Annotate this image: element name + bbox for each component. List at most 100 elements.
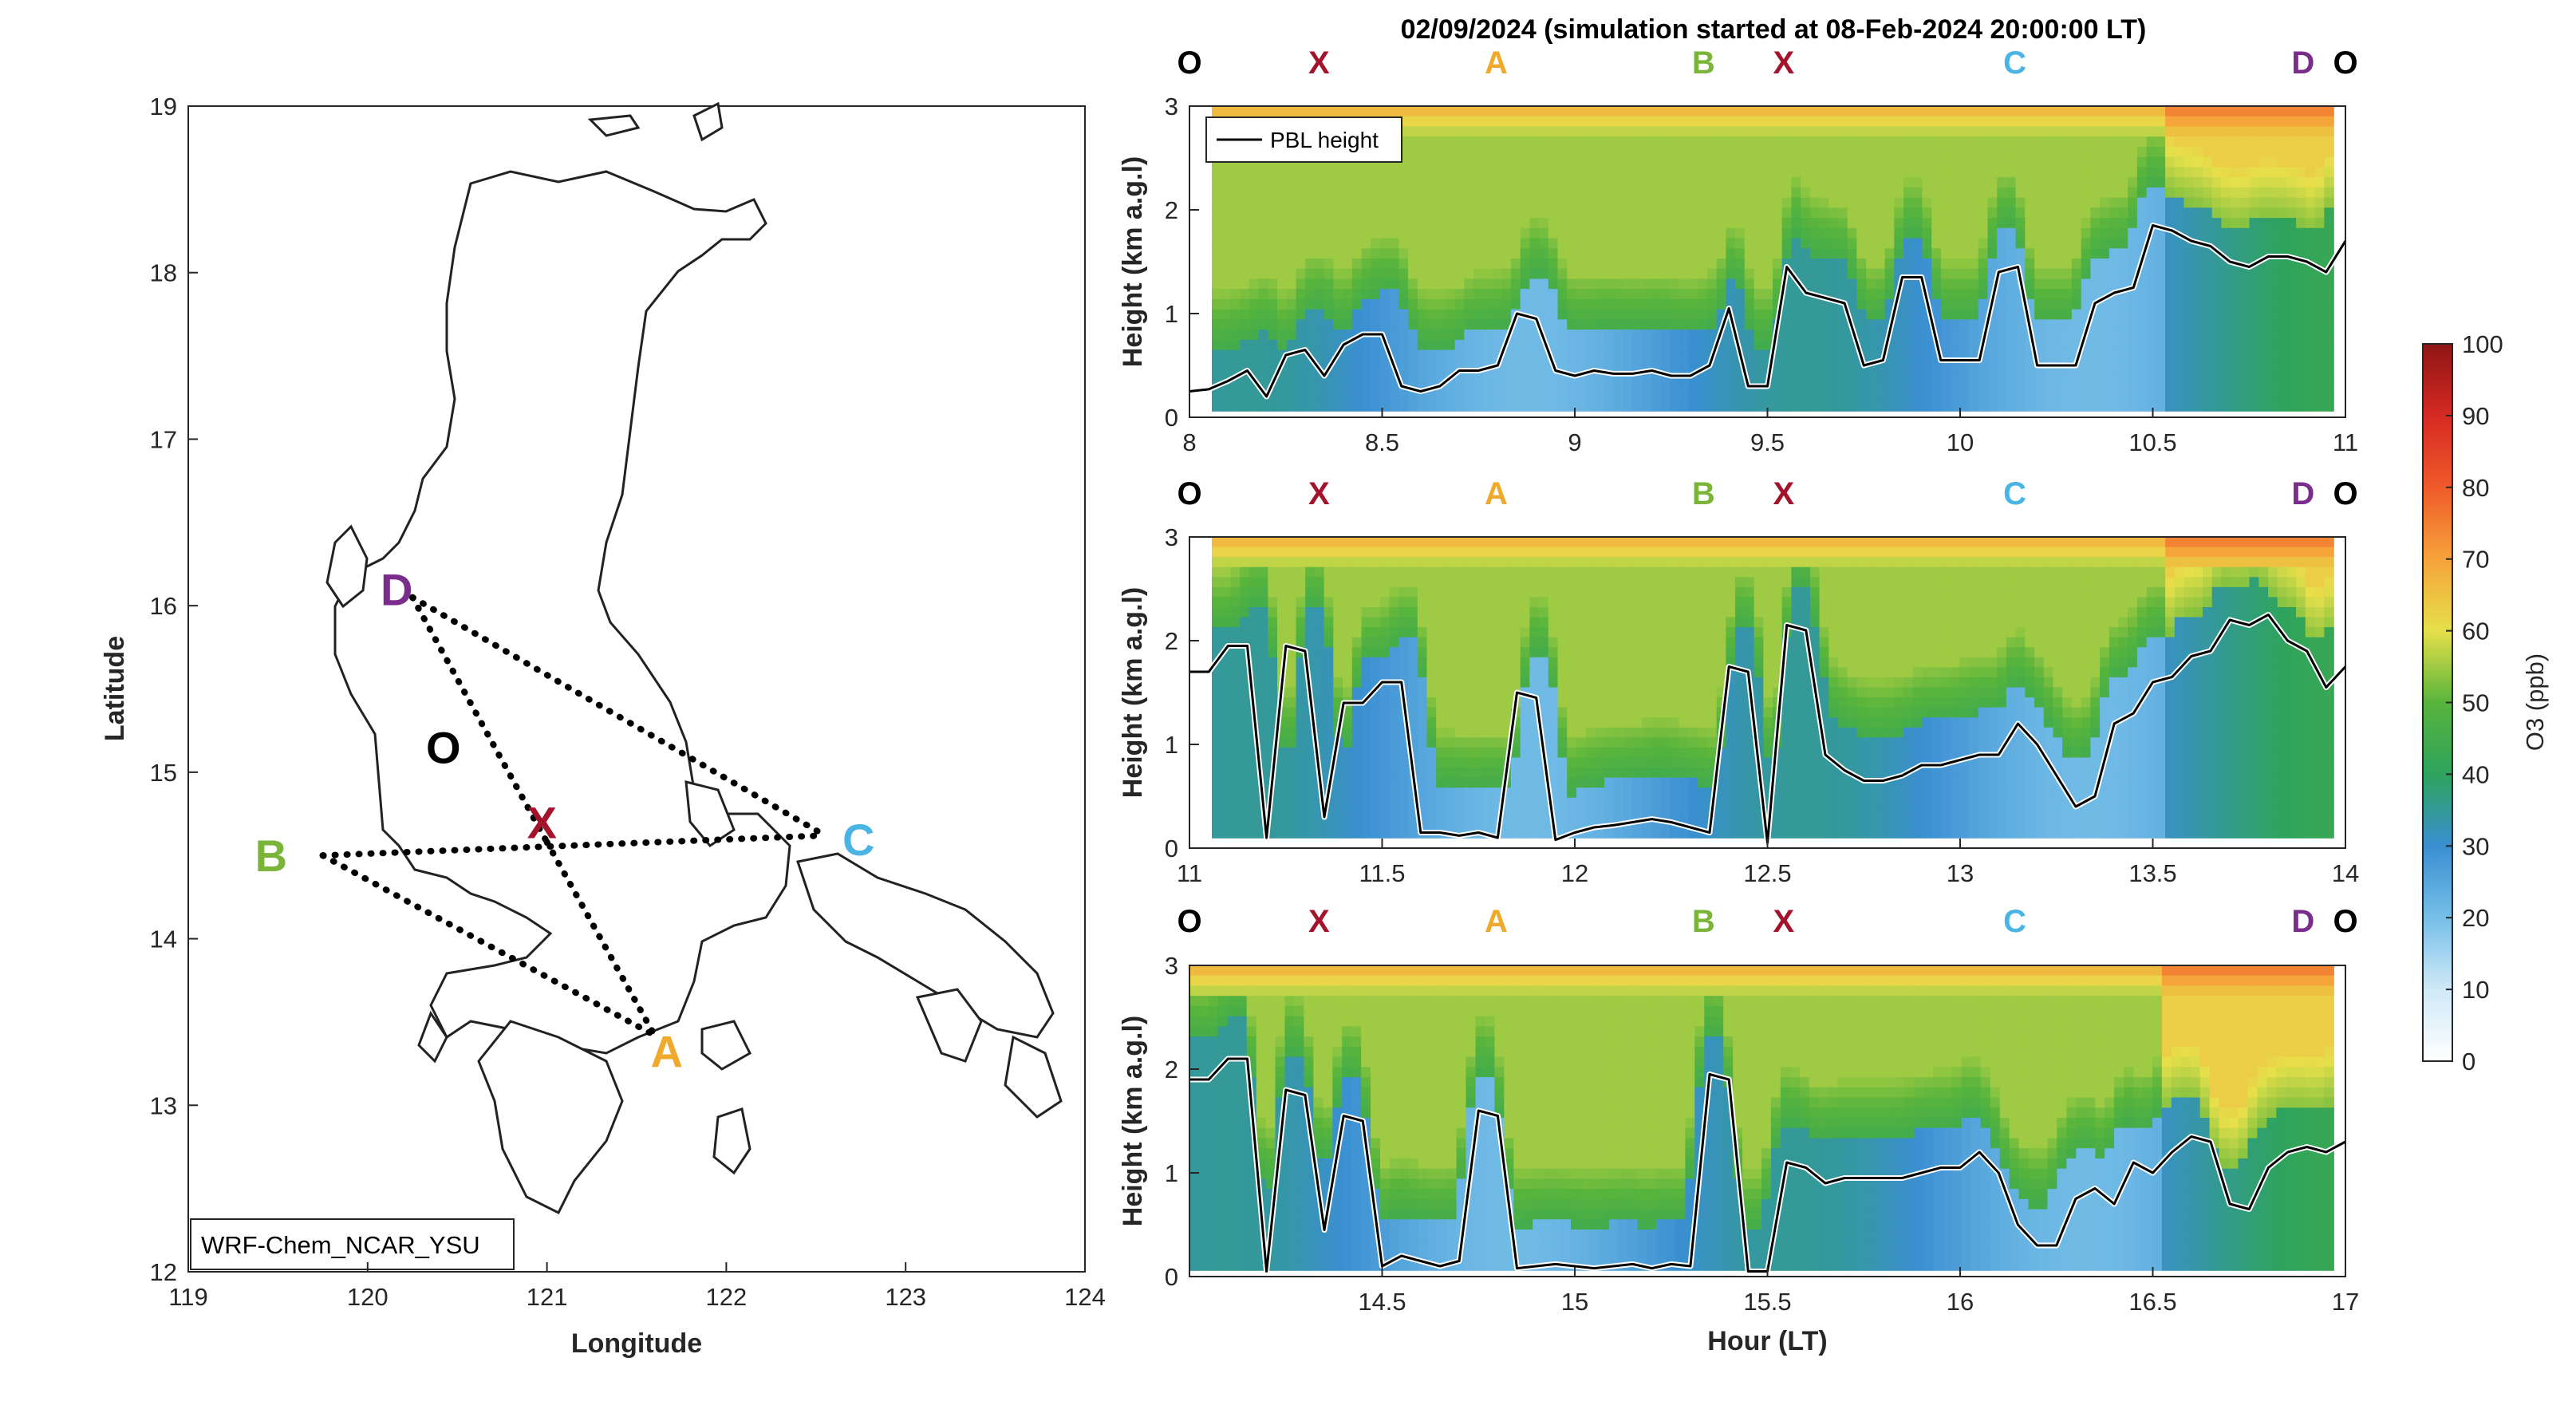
o3-cell	[1595, 268, 1605, 280]
o3-cell	[1828, 349, 1839, 361]
o3-cell	[1613, 339, 1624, 351]
o3-cell	[1492, 737, 1502, 748]
o3-cell	[2071, 227, 2082, 239]
o3-cell	[1398, 349, 1409, 361]
o3-cell	[2025, 278, 2035, 290]
o3-cell	[1379, 637, 1391, 649]
o3-cell	[1389, 106, 1400, 117]
o3-cell	[1389, 557, 1400, 568]
o3-cell	[1454, 747, 1466, 759]
o3-cell	[2174, 136, 2185, 148]
o3-cell	[2324, 330, 2334, 341]
o3-cell	[2183, 309, 2194, 321]
o3-cell	[2296, 370, 2306, 381]
o3-cell	[1819, 126, 1830, 137]
o3-cell	[2193, 227, 2203, 239]
o3-cell	[1333, 360, 1343, 371]
o3-cell	[1613, 197, 1624, 209]
o3-cell	[1417, 637, 1428, 649]
o3-cell	[1389, 197, 1400, 209]
o3-cell	[1567, 197, 1577, 209]
o3-cell	[1660, 197, 1671, 209]
o3-cell	[1305, 177, 1316, 188]
o3-cell	[2109, 390, 2120, 401]
o3-cell	[2043, 309, 2054, 321]
o3-cell	[2062, 309, 2073, 321]
o3-cell	[1221, 177, 1232, 188]
o3-cell	[1642, 156, 1652, 168]
o3-cell	[1595, 667, 1605, 678]
o3-cell	[2146, 248, 2157, 259]
o3-cell	[1445, 309, 1456, 321]
o3-cell	[1997, 116, 2007, 128]
o3-cell	[1978, 309, 1989, 321]
o3-cell	[2258, 330, 2269, 341]
o3-cell	[1426, 557, 1437, 568]
o3-cell	[1866, 218, 1876, 229]
o3-cell	[1286, 797, 1297, 809]
o3-cell	[1894, 167, 1904, 178]
o3-cell	[2221, 197, 2231, 209]
o3-cell	[1408, 309, 1418, 321]
o3-cell	[1576, 817, 1587, 829]
o3-cell	[2314, 207, 2326, 219]
o3-cell	[1314, 227, 1325, 239]
o3-cell	[1567, 218, 1577, 229]
o3-cell	[2258, 227, 2269, 239]
o3-cell	[1426, 637, 1437, 649]
o3-cell	[1613, 259, 1624, 270]
o3-cell	[1277, 106, 1288, 117]
o3-cell	[1838, 360, 1848, 371]
o3-cell	[1819, 330, 1830, 341]
o3-cell	[1426, 330, 1437, 341]
o3-cell	[2324, 380, 2334, 392]
o3-cell	[1464, 586, 1474, 598]
o3-cell	[1268, 687, 1278, 698]
o3-cell	[1221, 238, 1232, 249]
o3-cell	[2136, 167, 2148, 178]
o3-cell	[1464, 597, 1474, 608]
o3-cell	[1613, 537, 1624, 548]
o3-cell	[2203, 177, 2213, 188]
o3-cell	[1510, 747, 1521, 759]
o3-cell	[2239, 227, 2251, 239]
o3-cell	[2090, 146, 2101, 158]
o3-cell	[1398, 607, 1409, 618]
o3-cell	[1567, 727, 1577, 739]
o3-cell	[1408, 657, 1418, 669]
o3-cell	[1585, 390, 1596, 401]
o3-cell	[2324, 349, 2334, 361]
o3-cell	[1548, 197, 1559, 209]
o3-cell	[2090, 380, 2101, 392]
o3-cell	[1539, 360, 1549, 371]
o3-cell	[2183, 339, 2194, 351]
o3-cell	[1735, 218, 1746, 229]
o3-cell	[1436, 807, 1446, 819]
o3-cell	[1212, 537, 1222, 548]
o3-cell	[1240, 827, 1250, 839]
o3-cell	[1520, 126, 1531, 137]
o3-cell	[1894, 401, 1904, 412]
o3-cell	[1969, 116, 1979, 128]
o3-cell	[1277, 586, 1288, 598]
o3-cell	[2025, 370, 2035, 381]
o3-cell	[1585, 717, 1596, 728]
o3-cell	[1688, 401, 1699, 412]
o3-cell	[1903, 339, 1914, 351]
o3-cell	[1716, 146, 1727, 158]
o3-cell	[1548, 278, 1559, 290]
o3-cell	[1482, 677, 1493, 689]
o3-cell	[1482, 697, 1493, 708]
o3-cell	[1464, 747, 1474, 759]
o3-cell	[2156, 360, 2166, 371]
o3-cell	[1371, 207, 1381, 219]
o3-cell	[1343, 607, 1353, 618]
o3-cell	[2324, 227, 2334, 239]
o3-cell	[1501, 360, 1512, 371]
o3-cell	[2006, 126, 2017, 137]
o3-cell	[2211, 116, 2223, 128]
o3-cell	[1716, 207, 1727, 219]
o3-cell	[1809, 401, 1821, 412]
o3-cell	[1445, 677, 1456, 689]
o3-cell	[1324, 278, 1335, 290]
